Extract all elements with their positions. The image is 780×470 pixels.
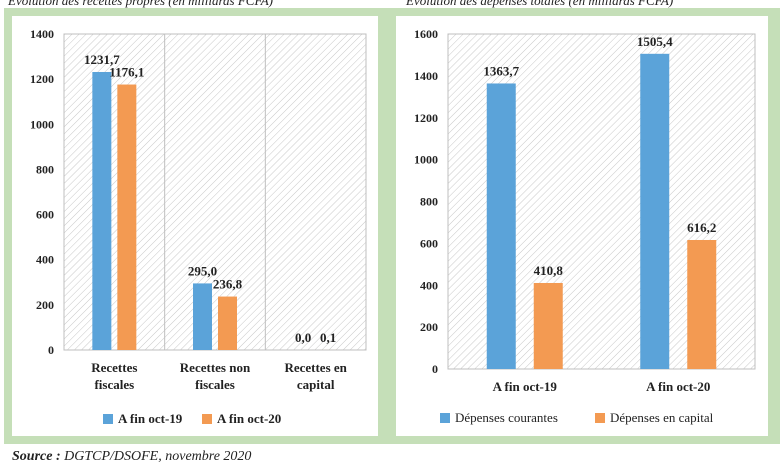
data-label: 1176,1 <box>109 65 144 80</box>
y-tick-label: 600 <box>420 236 438 250</box>
x-category-label: Recettes <box>91 360 137 375</box>
y-tick-label: 1400 <box>414 69 438 83</box>
data-label: 1505,4 <box>637 34 673 49</box>
x-category-label: A fin oct-20 <box>646 379 710 394</box>
data-label: 295,0 <box>188 263 217 278</box>
right-chart-title: Evolution des dépenses totales (en milli… <box>406 0 674 8</box>
bar <box>193 283 212 350</box>
legend-label: A fin oct-19 <box>118 411 183 426</box>
bar <box>640 53 670 369</box>
y-tick-label: 400 <box>36 253 54 267</box>
x-category-label: capital <box>297 377 335 392</box>
data-label: 616,2 <box>687 220 716 235</box>
y-tick-label: 1000 <box>30 117 54 131</box>
x-category-label: fiscales <box>94 377 134 392</box>
y-tick-label: 800 <box>36 162 54 176</box>
y-tick-label: 1200 <box>414 111 438 125</box>
x-category-label: Recettes non <box>180 360 251 375</box>
y-tick-label: 1400 <box>30 27 54 41</box>
legend-swatch <box>440 413 450 423</box>
y-tick-label: 600 <box>36 208 54 222</box>
legend-swatch <box>595 413 605 423</box>
legend-swatch <box>202 414 212 424</box>
x-category-label: Recettes en <box>284 360 347 375</box>
data-label: 1231,7 <box>84 52 120 67</box>
legend-label: Dépenses courantes <box>455 410 558 425</box>
bar <box>486 83 516 369</box>
left-chart-panel: 0 200 400 600 800 1000 1200 1400 1231,7 1176,1 Rec… <box>12 16 378 436</box>
source-label: Source : <box>12 449 61 464</box>
bar <box>218 296 237 350</box>
x-category-label: A fin oct-19 <box>493 379 558 394</box>
y-tick-label: 0 <box>48 343 54 357</box>
data-label: 410,8 <box>534 263 564 278</box>
y-tick-label: 200 <box>420 320 438 334</box>
data-label: 0,1 <box>320 330 336 345</box>
data-label: 1363,7 <box>483 63 519 78</box>
plot-area-background <box>63 33 367 351</box>
y-tick-label: 1600 <box>414 27 438 41</box>
y-tick-label: 200 <box>36 298 54 312</box>
bar <box>92 71 112 350</box>
data-label: 0,0 <box>295 330 311 345</box>
bar <box>687 239 717 369</box>
source-text: DGTCP/DSOFE, novembre 2020 <box>64 449 252 464</box>
y-tick-label: 1200 <box>30 72 54 86</box>
data-label: 236,8 <box>213 277 243 292</box>
legend-swatch <box>103 414 113 424</box>
y-tick-label: 800 <box>420 195 438 209</box>
y-tick-label: 1000 <box>414 153 438 167</box>
x-category-label: fiscales <box>195 377 235 392</box>
right-chart-svg: 0 200 400 600 800 1000 1200 1400 1600 1363,7 410,8… <box>414 27 756 425</box>
bar <box>533 282 563 369</box>
legend-label: Dépenses en capital <box>610 410 714 425</box>
right-chart-panel: 0 200 400 600 800 1000 1200 1400 1600 1363,7 410,8… <box>396 16 768 436</box>
y-tick-label: 0 <box>432 362 438 376</box>
y-tick-label: 400 <box>420 278 438 292</box>
bar <box>117 84 137 351</box>
left-chart-title: Evolution des recettes propres (en milli… <box>8 0 274 8</box>
legend-label: A fin oct-20 <box>217 411 281 426</box>
source-note: Source : DGTCP/DSOFE, novembre 2020 <box>12 449 251 465</box>
